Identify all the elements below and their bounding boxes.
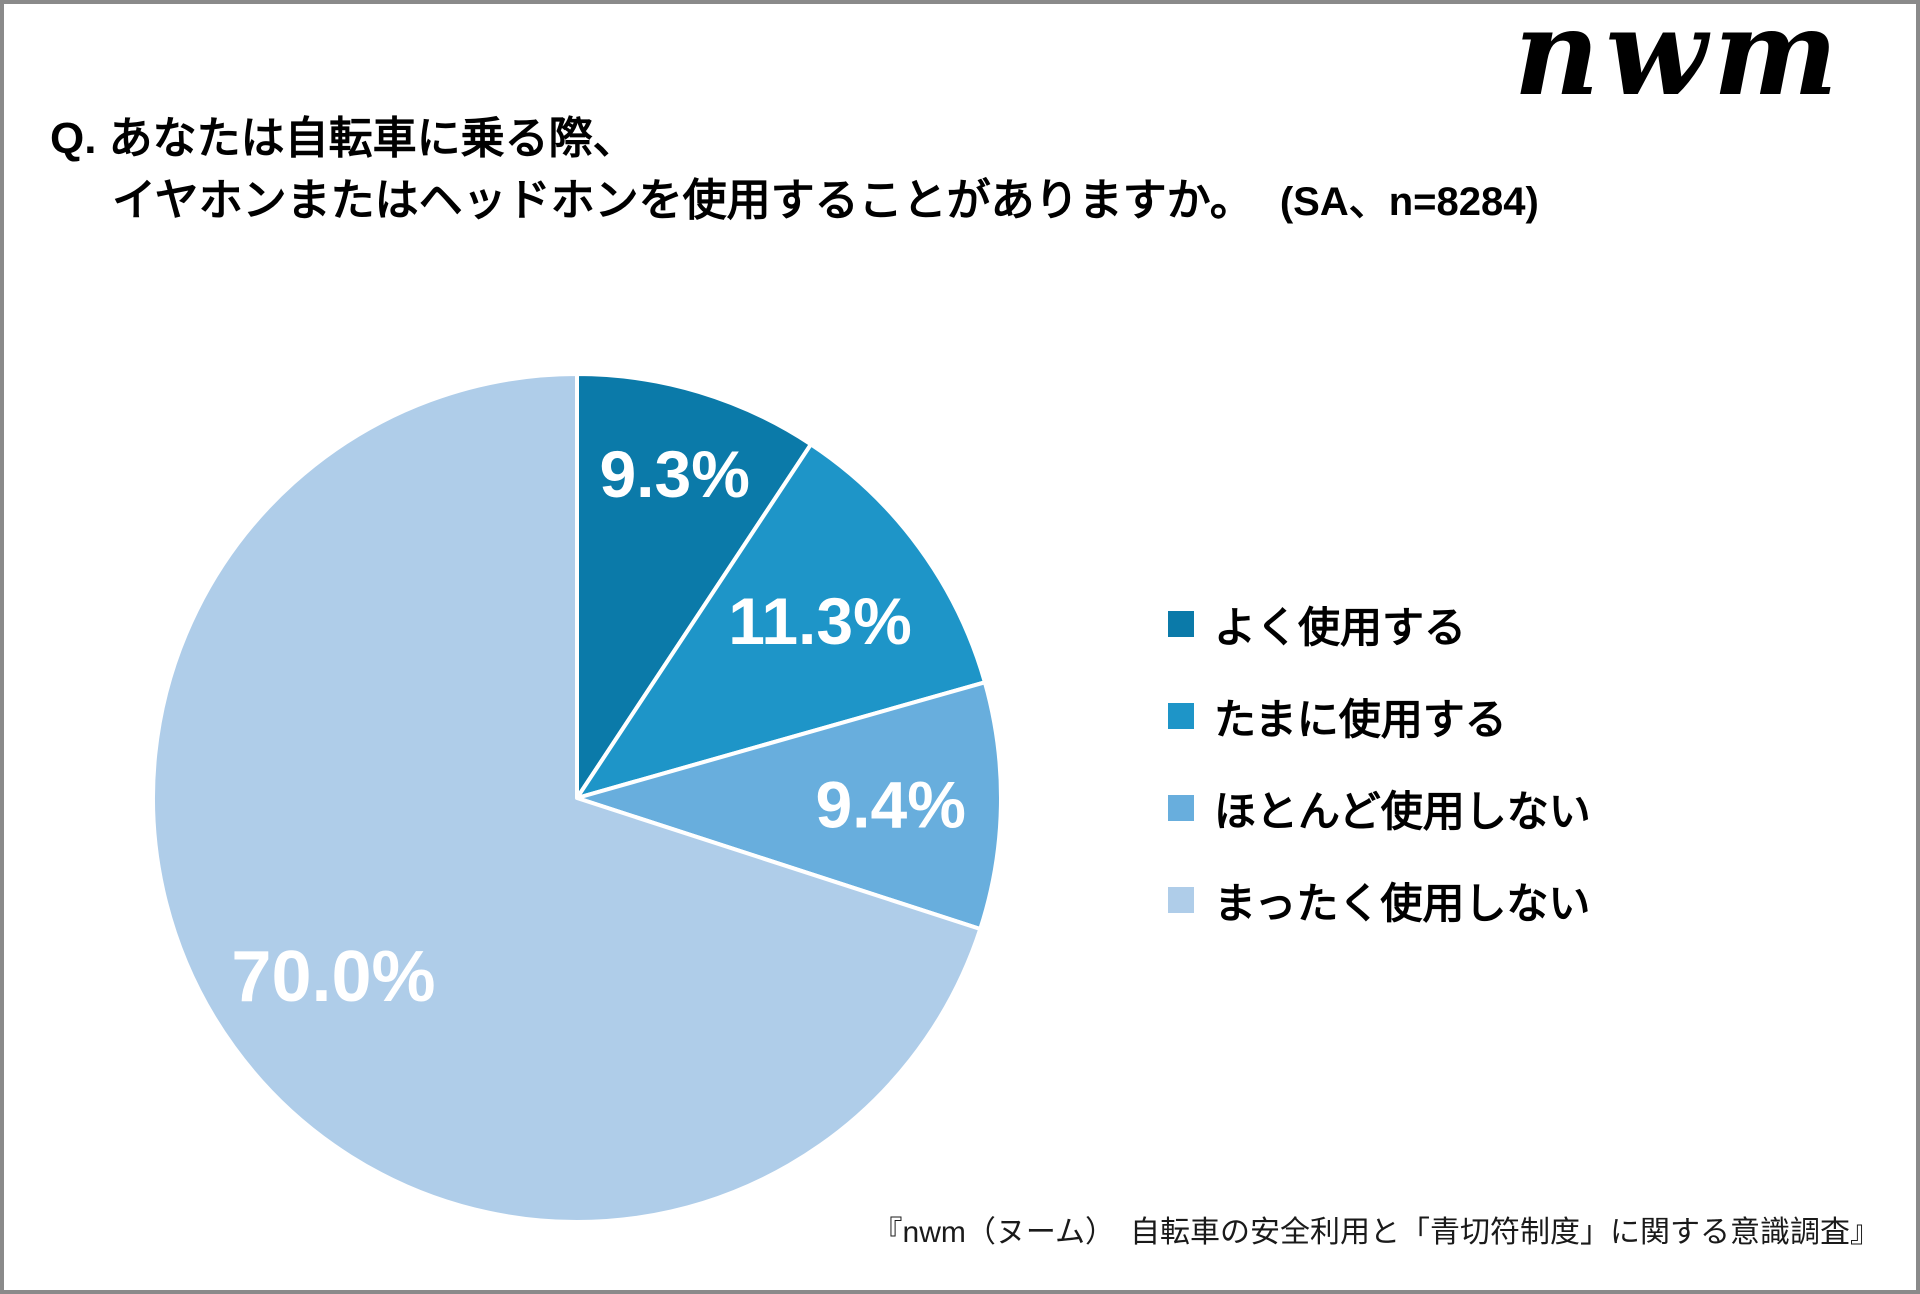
legend-color-swatch bbox=[1168, 795, 1194, 821]
pie-label-2: 9.4% bbox=[815, 768, 965, 842]
legend-label: たまに使用する bbox=[1214, 695, 1507, 743]
legend-item-rarely: ほとんど使用しない bbox=[1168, 782, 1591, 835]
sample-size-note: (SA、n=8284) bbox=[1279, 180, 1539, 224]
legend-color-swatch bbox=[1168, 703, 1194, 729]
legend-item-often: よく使用する bbox=[1168, 598, 1591, 651]
source-note: 『nwm（ヌーム） 自転車の安全利用と「青切符制度」に関する意識調査』 bbox=[872, 1216, 1880, 1249]
question-line-1: Q. あなたは自転車に乗る際、 bbox=[50, 114, 637, 163]
pie-slice-3 bbox=[151, 372, 983, 1224]
pie-slice-0 bbox=[575, 372, 813, 800]
legend-item-sometimes: たまに使用する bbox=[1168, 690, 1591, 743]
question-line-2: イヤホンまたはヘッドホンを使用することがありますか。 (SA、n=8284) bbox=[112, 170, 1539, 233]
legend-color-swatch bbox=[1168, 611, 1194, 637]
nwm-logo: nwm bbox=[1513, 0, 1844, 122]
pie-slice-2 bbox=[575, 680, 1003, 932]
question-title: Q. あなたは自転車に乗る際、 イヤホンまたはヘッドホンを使用することがあります… bbox=[50, 108, 1539, 233]
pie-chart-svg: 9.3% 11.3% 9.4% 70.0% bbox=[151, 372, 1003, 1224]
pie-chart: 9.3% 11.3% 9.4% 70.0% bbox=[145, 366, 1009, 1230]
pie-label-0: 9.3% bbox=[599, 437, 749, 511]
legend-color-swatch bbox=[1168, 887, 1194, 913]
legend-label: まったく使用しない bbox=[1214, 879, 1591, 927]
pie-label-3: 70.0% bbox=[231, 937, 435, 1017]
legend-label: よく使用する bbox=[1214, 603, 1467, 651]
legend-label: ほとんど使用しない bbox=[1214, 787, 1591, 835]
pie-label-1: 11.3% bbox=[728, 584, 912, 658]
question-line-2-text: イヤホンまたはヘッドホンを使用することがありますか。 bbox=[112, 176, 1254, 225]
chart-legend: よく使用する たまに使用する ほとんど使用しない まったく使用しない bbox=[1168, 598, 1591, 927]
legend-item-never: まったく使用しない bbox=[1168, 874, 1591, 927]
